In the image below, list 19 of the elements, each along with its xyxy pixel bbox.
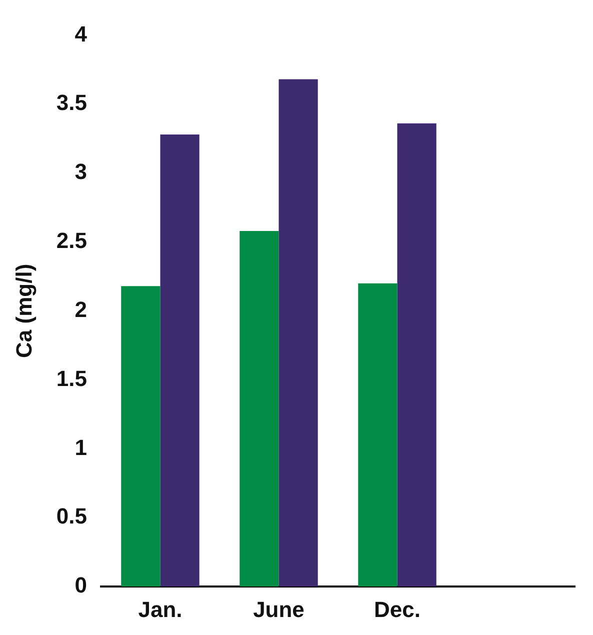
y-tick-label: 1.5 — [56, 366, 87, 391]
y-tick-label: 1 — [74, 434, 87, 460]
bar — [278, 79, 318, 587]
y-tick-label: 4 — [74, 21, 88, 46]
y-axis-title: Ca (mg/l) — [11, 264, 36, 358]
x-tick-label: Dec. — [374, 596, 420, 622]
y-tick-label: 3 — [74, 159, 87, 184]
y-tick-label: 2 — [74, 296, 87, 322]
bar — [397, 123, 436, 587]
bar — [358, 283, 398, 587]
bar — [121, 286, 160, 587]
y-tick-label: 2.5 — [56, 228, 87, 254]
x-tick-label: June — [253, 596, 304, 622]
y-tick-label: 0.5 — [56, 504, 87, 529]
x-tick-label: Jan. — [138, 596, 182, 622]
bar — [160, 134, 200, 587]
y-tick-label: 3.5 — [56, 90, 87, 116]
y-tick-label: 0 — [74, 572, 87, 598]
bar — [240, 230, 279, 587]
